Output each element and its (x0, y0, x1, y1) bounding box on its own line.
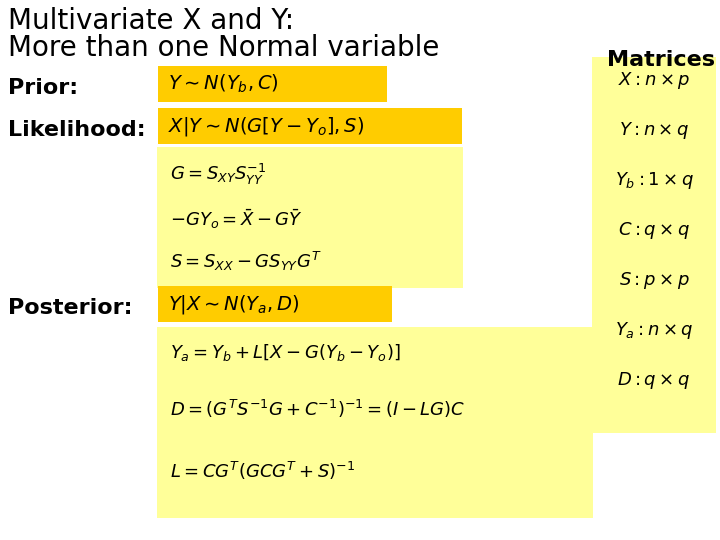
Text: $C:q\times q$: $C:q\times q$ (618, 220, 690, 241)
FancyBboxPatch shape (157, 327, 593, 518)
Text: Multivariate X and Y:: Multivariate X and Y: (8, 7, 294, 35)
Text: $-GY_o = \bar{X} - G\bar{Y}$: $-GY_o = \bar{X} - G\bar{Y}$ (170, 207, 303, 231)
FancyBboxPatch shape (592, 57, 716, 433)
Text: $S = S_{XX} - GS_{YY}G^T$: $S = S_{XX} - GS_{YY}G^T$ (170, 250, 322, 273)
Text: More than one Normal variable: More than one Normal variable (8, 34, 439, 62)
Text: $Y:n\times q$: $Y:n\times q$ (618, 120, 689, 141)
Text: $D:q\times q$: $D:q\times q$ (617, 370, 690, 391)
Text: Prior:: Prior: (8, 78, 78, 98)
Text: $Y_b:1\times q$: $Y_b:1\times q$ (615, 170, 693, 191)
FancyBboxPatch shape (158, 286, 392, 322)
FancyBboxPatch shape (157, 147, 463, 288)
Text: $X|Y \sim N(G[Y - Y_o], S)$: $X|Y \sim N(G[Y - Y_o], S)$ (168, 114, 364, 138)
Text: $G = S_{XY}S_{YY}^{-1}$: $G = S_{XY}S_{YY}^{-1}$ (170, 162, 266, 187)
Text: Likelihood:: Likelihood: (8, 120, 145, 140)
Text: $Y \sim N(Y_b, C)$: $Y \sim N(Y_b, C)$ (168, 73, 279, 95)
Text: $Y|X \sim N(Y_a, D)$: $Y|X \sim N(Y_a, D)$ (168, 293, 300, 315)
Text: Matrices: Matrices (607, 50, 715, 70)
Text: $Y_a:n\times q$: $Y_a:n\times q$ (615, 320, 693, 341)
Text: Posterior:: Posterior: (8, 298, 132, 318)
FancyBboxPatch shape (158, 66, 387, 102)
Text: $S:p\times p$: $S:p\times p$ (618, 270, 689, 291)
Text: $D = (G^TS^{-1}G + C^{-1})^{-1} = (I - LG)C$: $D = (G^TS^{-1}G + C^{-1})^{-1} = (I - L… (170, 398, 465, 420)
FancyBboxPatch shape (158, 108, 462, 144)
Text: $Y_a = Y_b + L[X - G(Y_b - Y_o)]$: $Y_a = Y_b + L[X - G(Y_b - Y_o)]$ (170, 342, 400, 363)
Text: $X:n\times p$: $X:n\times p$ (618, 70, 690, 91)
Text: $L = CG^T(GCG^T + S)^{-1}$: $L = CG^T(GCG^T + S)^{-1}$ (170, 460, 355, 482)
